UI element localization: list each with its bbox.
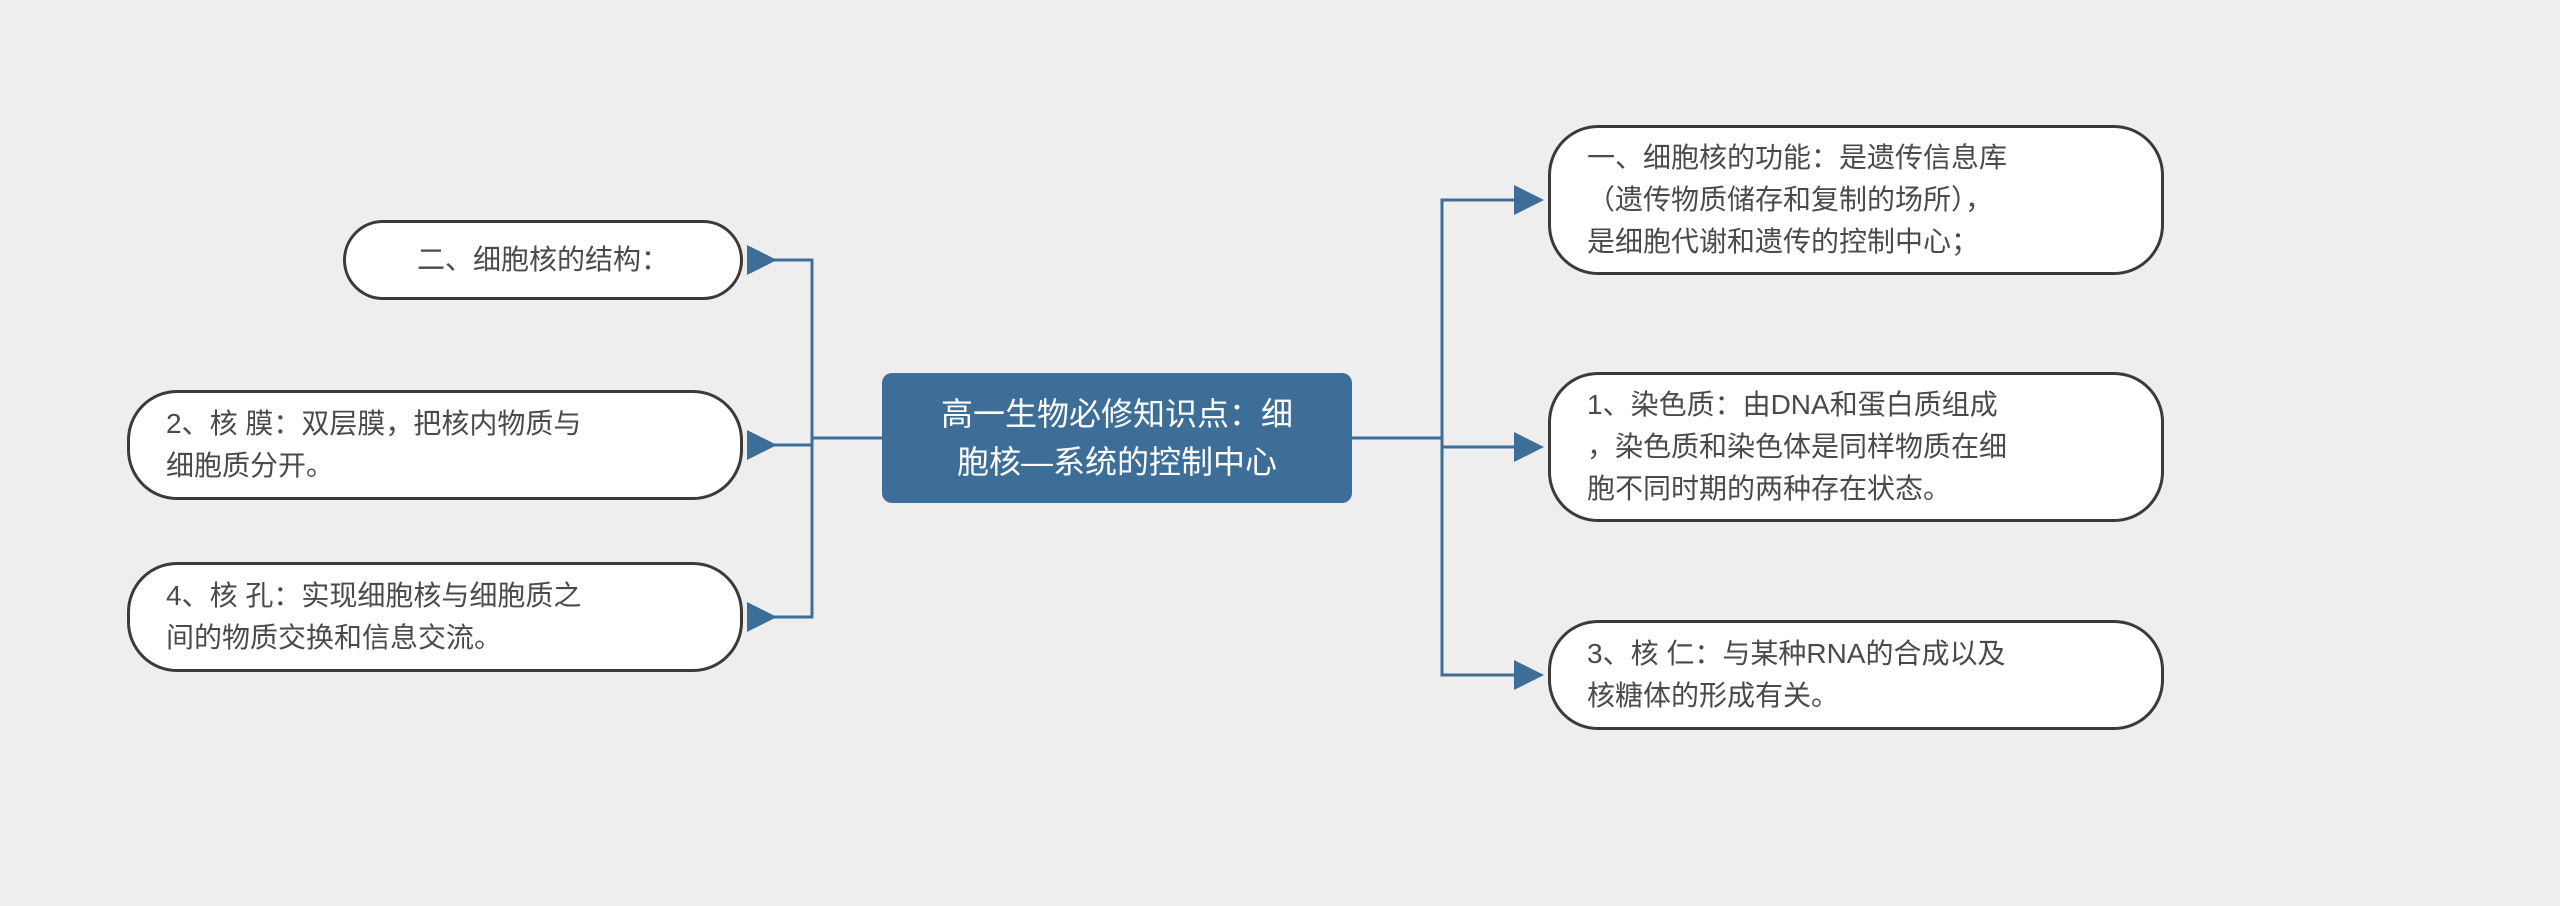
right-node-1: 一、细胞核的功能：是遗传信息库（遗传物质储存和复制的场所），是细胞代谢和遗传的控… xyxy=(1548,125,2164,275)
left-node-1-text: 二、细胞核的结构： xyxy=(417,239,669,281)
left-node-3: 4、核 孔：实现细胞核与细胞质之间的物质交换和信息交流。 xyxy=(127,562,743,672)
right-node-3: 3、核 仁：与某种RNA的合成以及核糖体的形成有关。 xyxy=(1548,620,2164,730)
left-node-2-text: 2、核 膜：双层膜，把核内物质与细胞质分开。 xyxy=(166,403,581,487)
center-node: 高一生物必修知识点：细胞核—系统的控制中心 xyxy=(882,373,1352,503)
left-node-3-text: 4、核 孔：实现细胞核与细胞质之间的物质交换和信息交流。 xyxy=(166,575,581,659)
left-node-2: 2、核 膜：双层膜，把核内物质与细胞质分开。 xyxy=(127,390,743,500)
right-node-1-text: 一、细胞核的功能：是遗传信息库（遗传物质储存和复制的场所），是细胞代谢和遗传的控… xyxy=(1587,137,2007,263)
left-node-1: 二、细胞核的结构： xyxy=(343,220,743,300)
right-node-2-text: 1、染色质：由DNA和蛋白质组成，染色质和染色体是同样物质在细胞不同时期的两种存… xyxy=(1587,384,2007,510)
right-node-2: 1、染色质：由DNA和蛋白质组成，染色质和染色体是同样物质在细胞不同时期的两种存… xyxy=(1548,372,2164,522)
center-node-text: 高一生物必修知识点：细胞核—系统的控制中心 xyxy=(941,390,1293,486)
right-node-3-text: 3、核 仁：与某种RNA的合成以及核糖体的形成有关。 xyxy=(1587,633,2005,717)
